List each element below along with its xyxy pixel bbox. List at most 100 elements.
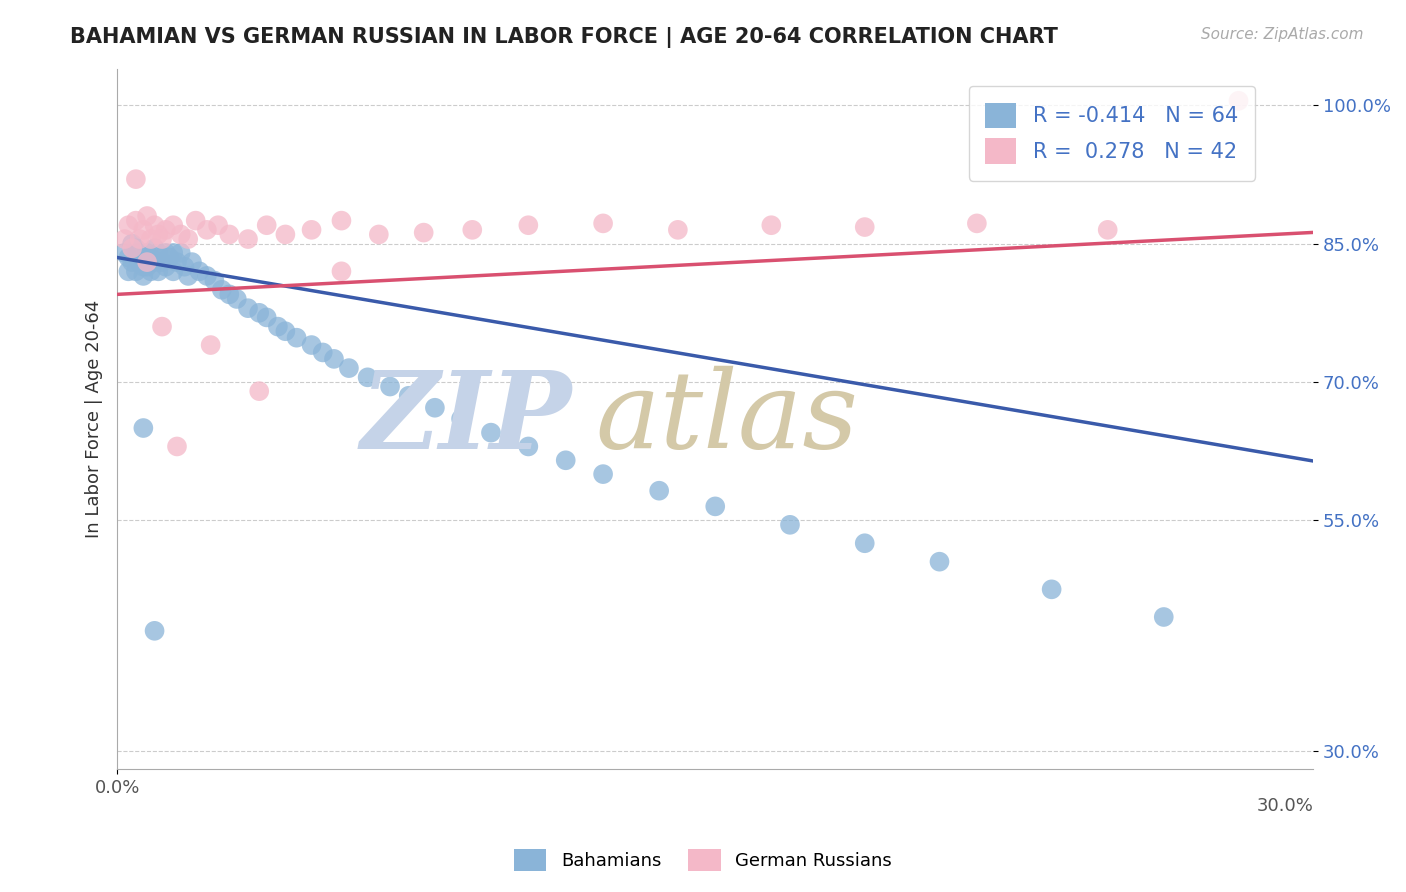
Point — [330, 264, 353, 278]
Point — [162, 245, 184, 260]
Point — [761, 218, 783, 232]
Point — [143, 218, 166, 232]
Point — [461, 223, 484, 237]
Legend: Bahamians, German Russians: Bahamians, German Russians — [506, 842, 900, 879]
Point — [592, 216, 614, 230]
Point — [423, 401, 446, 415]
Point — [125, 213, 148, 227]
Point — [256, 218, 278, 232]
Point — [218, 287, 240, 301]
Point — [121, 255, 143, 269]
Point — [159, 251, 181, 265]
Point — [704, 500, 727, 514]
Point — [170, 227, 193, 242]
Point — [132, 421, 155, 435]
Point — [218, 227, 240, 242]
Point — [166, 440, 188, 454]
Point — [301, 338, 323, 352]
Point — [779, 517, 801, 532]
Point — [139, 264, 162, 278]
Point — [148, 227, 170, 242]
Point — [200, 338, 222, 352]
Point — [125, 264, 148, 278]
Point — [117, 264, 139, 278]
Point — [177, 268, 200, 283]
Point — [136, 245, 159, 260]
Point — [188, 264, 211, 278]
Point — [247, 384, 270, 399]
Point — [117, 218, 139, 232]
Point — [1227, 94, 1250, 108]
Point — [337, 361, 360, 376]
Point — [367, 227, 389, 242]
Point — [312, 345, 335, 359]
Point — [155, 223, 177, 237]
Point — [125, 241, 148, 255]
Point — [117, 251, 139, 265]
Point — [285, 331, 308, 345]
Point — [128, 245, 150, 260]
Point — [162, 218, 184, 232]
Point — [479, 425, 502, 440]
Point — [125, 172, 148, 186]
Point — [143, 241, 166, 255]
Point — [378, 379, 401, 393]
Point — [211, 283, 233, 297]
Point — [143, 255, 166, 269]
Point — [132, 223, 155, 237]
Point — [323, 351, 346, 366]
Text: Source: ZipAtlas.com: Source: ZipAtlas.com — [1201, 27, 1364, 42]
Point — [121, 236, 143, 251]
Point — [184, 213, 207, 227]
Point — [1040, 582, 1063, 597]
Point — [592, 467, 614, 482]
Point — [114, 245, 136, 260]
Point — [330, 213, 353, 227]
Point — [225, 292, 247, 306]
Point — [356, 370, 378, 384]
Point — [162, 264, 184, 278]
Point — [173, 260, 195, 274]
Point — [195, 223, 218, 237]
Point — [517, 218, 540, 232]
Point — [853, 536, 876, 550]
Point — [136, 260, 159, 274]
Text: atlas: atlas — [596, 367, 859, 472]
Point — [132, 260, 155, 274]
Point — [136, 209, 159, 223]
Point — [398, 389, 420, 403]
Point — [166, 255, 188, 269]
Point — [301, 223, 323, 237]
Point — [554, 453, 576, 467]
Point — [150, 232, 173, 246]
Point — [928, 555, 950, 569]
Point — [155, 260, 177, 274]
Point — [648, 483, 671, 498]
Point — [139, 251, 162, 265]
Point — [666, 223, 689, 237]
Point — [128, 255, 150, 269]
Legend: R = -0.414   N = 64, R =  0.278   N = 42: R = -0.414 N = 64, R = 0.278 N = 42 — [969, 86, 1256, 180]
Point — [274, 324, 297, 338]
Point — [128, 232, 150, 246]
Point — [267, 319, 290, 334]
Point — [177, 232, 200, 246]
Y-axis label: In Labor Force | Age 20-64: In Labor Force | Age 20-64 — [86, 300, 103, 538]
Point — [195, 268, 218, 283]
Point — [853, 220, 876, 235]
Point — [181, 255, 204, 269]
Point — [1153, 610, 1175, 624]
Point — [121, 241, 143, 255]
Point — [517, 440, 540, 454]
Point — [236, 232, 259, 246]
Point — [1097, 223, 1119, 237]
Point — [247, 306, 270, 320]
Point — [148, 245, 170, 260]
Text: BAHAMIAN VS GERMAN RUSSIAN IN LABOR FORCE | AGE 20-64 CORRELATION CHART: BAHAMIAN VS GERMAN RUSSIAN IN LABOR FORC… — [70, 27, 1059, 48]
Point — [139, 232, 162, 246]
Point — [966, 216, 988, 230]
Point — [150, 255, 173, 269]
Point — [202, 273, 225, 287]
Point — [136, 255, 159, 269]
Point — [170, 245, 193, 260]
